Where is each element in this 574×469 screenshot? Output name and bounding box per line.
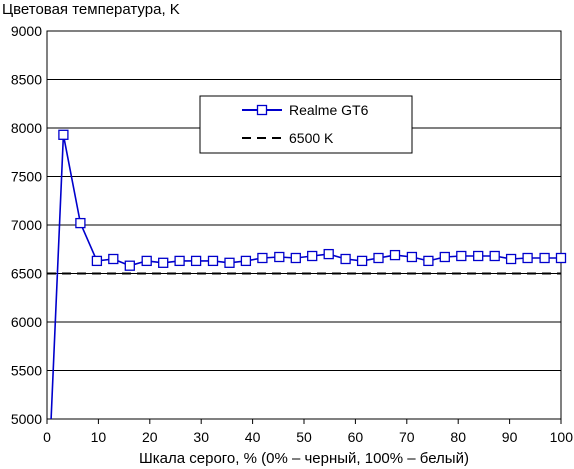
- x-tick-label: 0: [43, 429, 51, 445]
- data-point: [340, 253, 351, 265]
- data-point: [473, 250, 484, 262]
- data-point: [124, 260, 135, 271]
- data-point: [190, 255, 202, 267]
- y-tick-label: 5000: [11, 411, 42, 427]
- data-point: [257, 252, 268, 264]
- y-tick-label: 6000: [11, 314, 42, 330]
- data-point: [406, 251, 418, 263]
- x-tick-label: 20: [142, 429, 158, 445]
- data-point: [522, 252, 533, 264]
- y-axis-ticks: 5000 5500 6000 6500 7000 7500 8000 8500 9000: [11, 23, 42, 427]
- data-point: [174, 255, 185, 267]
- data-point: [423, 255, 434, 267]
- x-tick-label: 10: [91, 429, 107, 445]
- x-axis-title: Шкала серого, % (0% – черный, 100% – бел…: [139, 450, 469, 467]
- data-point: [505, 253, 517, 265]
- legend-label-realme: Realme GT6: [289, 102, 369, 118]
- data-point: [373, 252, 384, 264]
- x-tick-label: 50: [296, 429, 312, 445]
- data-point: [58, 129, 69, 140]
- data-point: [489, 250, 500, 262]
- x-axis-ticks: 0 10 20 30 40 50 60 70 80 90 100: [43, 419, 573, 445]
- data-point: [439, 251, 450, 263]
- x-tick-label: 60: [348, 429, 364, 445]
- data-point: [555, 252, 567, 264]
- data-point: [539, 252, 550, 264]
- data-point: [91, 255, 103, 267]
- data-point: [307, 250, 318, 262]
- data-point: [274, 251, 285, 263]
- data-point: [158, 257, 169, 268]
- data-point: [224, 257, 235, 268]
- series-layer: [47, 129, 567, 420]
- x-tick-label: 90: [502, 429, 518, 445]
- x-tick-label: 80: [450, 429, 466, 445]
- data-point: [75, 217, 86, 229]
- x-tick-label: 40: [245, 429, 261, 445]
- data-point: [456, 250, 467, 262]
- data-point: [389, 249, 401, 261]
- y-tick-label: 6500: [11, 266, 42, 282]
- y-tick-label: 9000: [11, 23, 42, 39]
- legend-marker-realme: [256, 104, 268, 116]
- x-tick-label: 70: [399, 429, 415, 445]
- y-tick-label: 8000: [11, 120, 42, 136]
- data-point: [290, 252, 301, 264]
- data-point: [356, 255, 368, 267]
- y-tick-label: 5500: [11, 363, 42, 379]
- legend-label-6500k: 6500 K: [289, 130, 334, 146]
- x-tick-label: 100: [550, 429, 574, 445]
- y-tick-label: 7500: [11, 169, 42, 185]
- data-point: [323, 248, 334, 260]
- data-point: [108, 253, 119, 265]
- y-tick-label: 8500: [11, 72, 42, 88]
- x-tick-label: 30: [193, 429, 209, 445]
- data-point: [141, 255, 152, 267]
- data-point: [240, 255, 252, 267]
- legend-box: [199, 95, 413, 154]
- y-axis-title: Цветовая температура, K: [2, 1, 180, 18]
- legend: Realme GT6 6500 K: [199, 95, 413, 154]
- y-tick-label: 7000: [11, 217, 42, 233]
- data-point: [207, 255, 219, 267]
